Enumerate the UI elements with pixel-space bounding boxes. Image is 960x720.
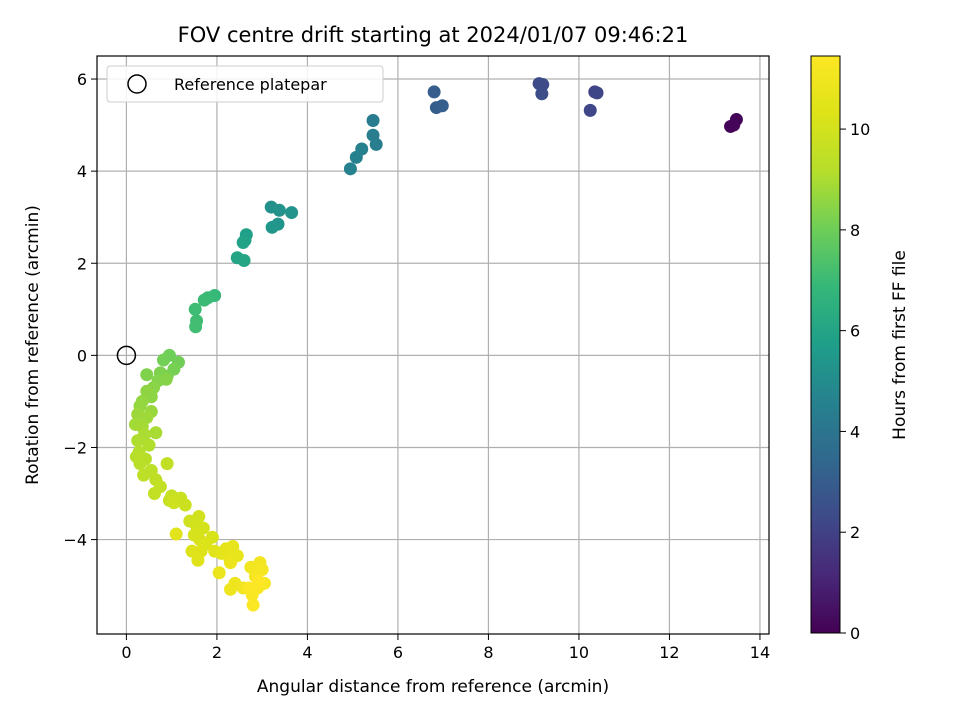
data-point [160,457,174,471]
data-point [265,220,279,234]
colorbar: 0 2 4 6 8 10 Hours from first FF file [810,55,910,643]
y-tick-label: 0 [77,346,87,365]
data-point [159,372,173,386]
legend-label: Reference platepar [174,75,327,94]
y-tick-label: 6 [77,70,87,89]
data-point [188,302,202,316]
legend-box [106,65,384,103]
y-tick-label: 2 [77,254,87,273]
colorbar-label: Hours from first FF file [890,250,910,440]
data-point [147,487,161,501]
data-point [223,556,237,570]
colorbar-tick-label: 8 [850,221,860,240]
data-point [236,236,250,250]
y-tick-label: −4 [63,531,87,550]
data-point [369,137,383,151]
data-point [583,103,597,117]
data-point [133,457,147,471]
legend-marker [127,74,147,94]
data-point [167,496,181,510]
data-point [427,85,441,99]
y-axis-ticks: −4 −2 0 2 4 6 [63,70,97,550]
data-point [535,87,549,101]
data-point [140,384,154,398]
x-tick-label: 6 [393,643,403,662]
data-point [197,293,211,307]
data-point [252,574,266,588]
data-point [223,582,237,596]
plot-frame [96,55,770,635]
colorbar-tick-label: 2 [850,523,860,542]
x-tick-label: 0 [121,643,131,662]
data-point [590,86,604,100]
colorbar-gradient [810,55,841,634]
x-tick-label: 2 [212,643,222,662]
data-point [366,113,380,127]
data-point [157,353,171,367]
reference-marker [116,345,137,366]
data-point [178,498,192,512]
colorbar-tick-label: 10 [850,120,870,139]
data-point [189,320,203,334]
data-point [435,99,449,113]
data-point [349,150,363,164]
data-point [343,162,357,176]
x-tick-label: 8 [483,643,493,662]
y-axis-label: Rotation from reference (arcmin) [23,205,43,485]
data-point [246,598,260,612]
data-point [242,581,256,595]
y-tick-label: −2 [63,438,87,457]
data-point [131,434,145,448]
data-point [137,468,151,482]
data-point [272,203,286,217]
data-point [212,566,226,580]
data-point [169,527,183,541]
x-tick-label: 10 [569,643,589,662]
chart-title: FOV centre drift starting at 2024/01/07 … [178,23,689,47]
scatter-points [128,77,743,612]
colorbar-ticks: 0 2 4 6 8 10 [840,120,870,643]
data-point [727,118,741,132]
x-tick-label: 14 [750,643,770,662]
legend: Reference platepar [106,65,384,103]
data-point [185,544,199,558]
colorbar-tick-label: 0 [850,624,860,643]
data-point [196,521,210,535]
data-point [191,553,205,567]
x-tick-label: 12 [659,643,679,662]
data-point [285,206,299,220]
x-tick-label: 4 [302,643,312,662]
data-point [142,438,156,452]
y-tick-label: 4 [77,162,87,181]
colorbar-tick-label: 6 [850,322,860,341]
data-point [237,253,251,267]
data-point [140,368,154,382]
colorbar-tick-label: 4 [850,422,860,441]
data-point [149,426,163,440]
x-axis-label: Angular distance from reference (arcmin) [257,677,609,697]
x-axis-ticks: 0 2 4 6 8 10 12 14 [121,634,770,662]
